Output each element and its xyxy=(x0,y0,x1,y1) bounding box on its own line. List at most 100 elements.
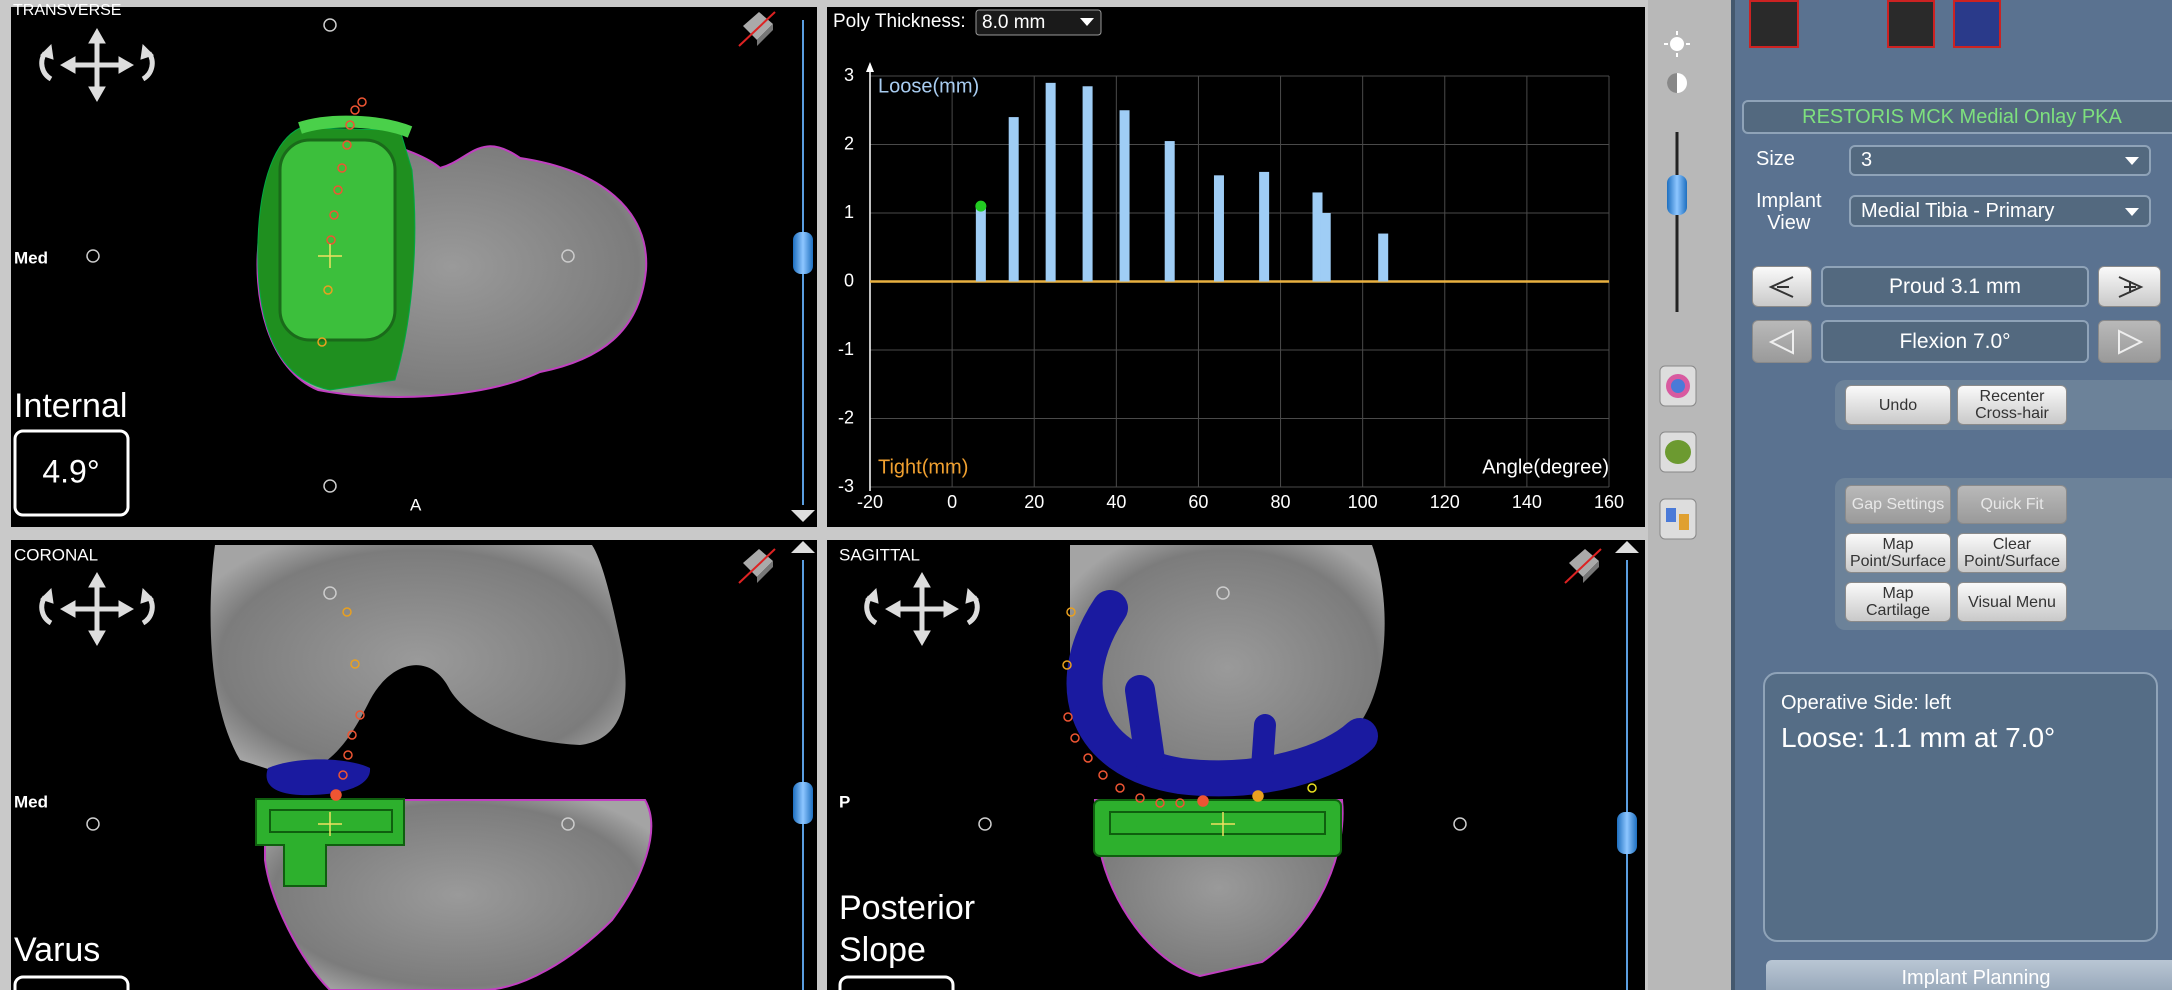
decoration xyxy=(2119,277,2141,297)
button-line: Point/Surface xyxy=(1850,553,1946,570)
slider-thumb[interactable] xyxy=(793,232,813,274)
side-label: P xyxy=(839,792,850,811)
flexion-decrease[interactable] xyxy=(1752,320,1812,363)
x-tick-label: 60 xyxy=(1188,492,1208,512)
button-line: Clear xyxy=(1993,536,2031,553)
thumbnail[interactable] xyxy=(1887,0,1935,48)
bar xyxy=(1378,234,1388,282)
thumbnail[interactable] xyxy=(1953,0,2001,48)
x-axis-label: Angle(degree) xyxy=(1482,456,1609,478)
highlight-point xyxy=(975,201,986,212)
slider-thumb[interactable] xyxy=(1617,812,1637,854)
gap-settings-button[interactable]: Gap Settings xyxy=(1845,485,1951,524)
decoration xyxy=(1253,791,1263,801)
decoration xyxy=(1665,440,1691,464)
zoom-thumb[interactable] xyxy=(1667,175,1687,215)
button-line: Point/Surface xyxy=(1964,553,2060,570)
decoration xyxy=(1679,514,1689,530)
flexion-increase[interactable] xyxy=(2098,320,2161,363)
body: TRANSVERSE Med A Internal 4.9° -3-2-1012… xyxy=(0,0,2172,990)
operative-side: Operative Side: left xyxy=(1781,692,1951,715)
bar xyxy=(1009,117,1019,281)
y-tick-label: 3 xyxy=(844,65,854,85)
label-line: View xyxy=(1756,212,1822,234)
y-tick-label: 2 xyxy=(844,133,854,153)
side-label: Med xyxy=(14,248,48,267)
proud-field: Proud 3.1 mm xyxy=(1821,266,2089,307)
x-tick-label: 120 xyxy=(1430,492,1460,512)
viewport-title: SAGITTAL xyxy=(839,545,920,564)
flexion-field: Flexion 7.0° xyxy=(1821,320,2089,363)
implant xyxy=(1140,690,1150,760)
viewport-title: TRANSVERSE xyxy=(13,2,121,19)
bar xyxy=(1259,172,1269,282)
increase-button[interactable] xyxy=(2098,266,2161,307)
x-tick-label: 40 xyxy=(1106,492,1126,512)
size-label: Size xyxy=(1756,148,1795,171)
implant xyxy=(1094,800,1341,856)
bar xyxy=(1120,110,1130,281)
visual-menu-button[interactable]: Visual Menu xyxy=(1957,582,2067,622)
viewport-title: CORONAL xyxy=(14,545,98,564)
decoration xyxy=(1771,331,1793,353)
screen: TRANSVERSE Med A Internal 4.9° -3-2-1012… xyxy=(0,0,2172,990)
rotation-label: Slope xyxy=(839,931,926,969)
poly-thickness-label: Poly Thickness: xyxy=(833,11,966,32)
y-tick-label: -1 xyxy=(838,339,854,359)
dropdown-arrow xyxy=(2125,208,2139,216)
implant-planning-tab[interactable]: Implant Planning xyxy=(1766,960,2172,990)
y-tick-label: -3 xyxy=(838,476,854,496)
toolbar xyxy=(1648,0,1731,990)
poly-thickness-value: 8.0 mm xyxy=(982,12,1045,33)
quick-fit-button[interactable]: Quick Fit xyxy=(1957,485,2067,524)
x-tick-label: -20 xyxy=(857,492,883,512)
bar xyxy=(1165,141,1175,281)
size-value: 3 xyxy=(1861,149,1872,172)
tool-button[interactable] xyxy=(1660,499,1696,539)
decoration xyxy=(2119,331,2141,353)
bar xyxy=(1046,83,1056,282)
implant xyxy=(1262,725,1265,768)
x-tick-label: 0 xyxy=(947,492,957,512)
info-box: Operative Side: left Loose: 1.1 mm at 7.… xyxy=(1763,672,2158,942)
rotation-label: Posterior xyxy=(839,889,975,927)
y-tick-label: -2 xyxy=(838,407,854,427)
x-tick-label: 100 xyxy=(1348,492,1378,512)
x-tick-label: 20 xyxy=(1024,492,1044,512)
bar xyxy=(1321,213,1331,282)
button-line: Map xyxy=(1882,585,1913,602)
undo-button[interactable]: Undo xyxy=(1845,385,1951,425)
contrast-icon[interactable] xyxy=(1667,73,1687,93)
implant-view-label: ImplantView xyxy=(1756,190,1822,234)
y-tick-label: 0 xyxy=(844,270,854,290)
thumbnail[interactable] xyxy=(1749,0,1799,48)
icon xyxy=(2115,275,2145,299)
label-line: Implant xyxy=(1756,190,1822,212)
button-line: Cartilage xyxy=(1866,602,1930,619)
implant-name: RESTORIS MCK Medial Onlay PKA xyxy=(1742,100,2172,134)
icon xyxy=(2115,329,2145,355)
page: { "viewports": { "transverse": {"title":… xyxy=(0,0,2172,990)
button-line: Recenter xyxy=(1980,388,2045,405)
rotation-label: Internal xyxy=(14,387,127,425)
gap-summary: Loose: 1.1 mm at 7.0° xyxy=(1781,722,2055,754)
y-tick-label: 1 xyxy=(844,202,854,222)
icon xyxy=(1767,275,1797,299)
y-label-bottom: Tight(mm) xyxy=(878,456,968,478)
decoration xyxy=(1671,38,1683,50)
bar xyxy=(1214,175,1224,281)
dropdown-arrow xyxy=(2125,157,2139,165)
rotation-value: 4.9° xyxy=(42,453,99,489)
size-dropdown[interactable]: 3 xyxy=(1849,145,2151,176)
rotation-label: Varus xyxy=(14,931,100,969)
bar xyxy=(1083,86,1093,281)
x-tick-label: 80 xyxy=(1271,492,1291,512)
viewports: TRANSVERSE Med A Internal 4.9° -3-2-1012… xyxy=(0,0,1731,990)
implant-view-dropdown[interactable]: Medial Tibia - Primary xyxy=(1849,195,2151,227)
decrease-button[interactable] xyxy=(1752,266,1812,307)
slider-thumb[interactable] xyxy=(793,782,813,824)
